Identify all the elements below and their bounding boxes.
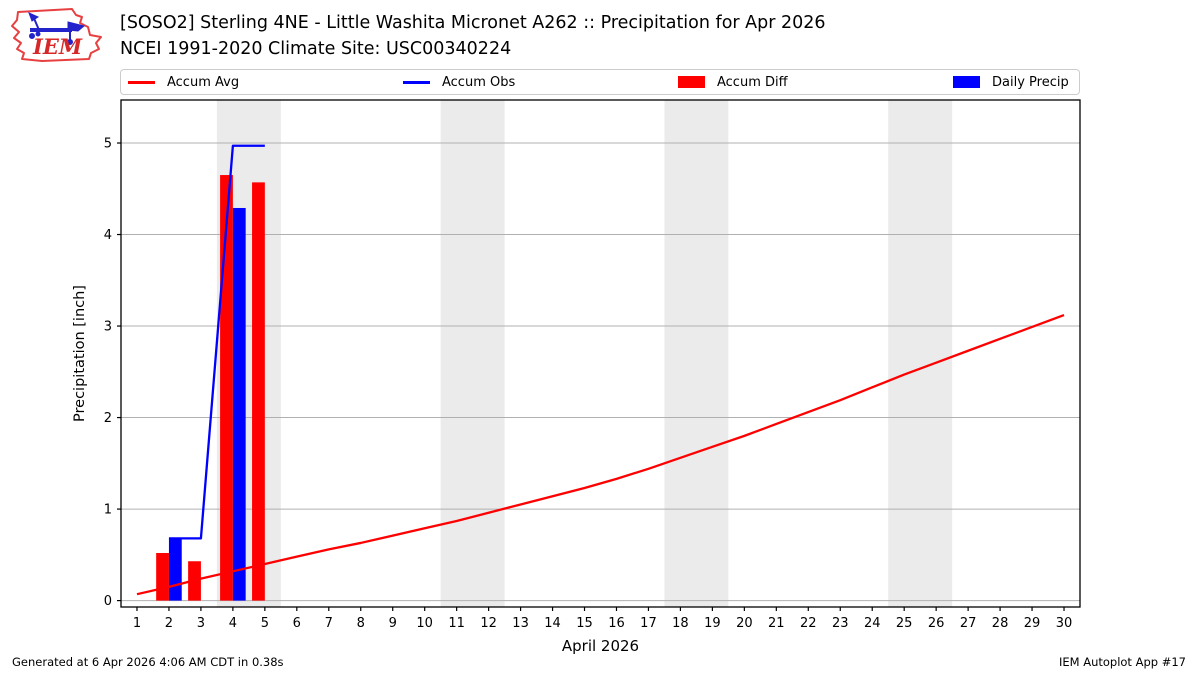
x-tick-label: 13	[512, 616, 529, 631]
generated-timestamp: Generated at 6 Apr 2026 4:06 AM CDT in 0…	[12, 655, 284, 669]
x-tick-label: 30	[1056, 616, 1073, 631]
daily-precip-bar	[168, 538, 182, 601]
x-tick-label: 22	[800, 616, 817, 631]
x-tick-label: 21	[768, 616, 785, 631]
accum-avg-line	[136, 313, 1065, 596]
y-tick-label: 1	[104, 503, 112, 518]
weekend-band	[888, 100, 953, 607]
x-tick-label: 10	[416, 616, 433, 631]
legend-item-daily-precip: Daily Precip	[953, 70, 1069, 94]
legend-label: Accum Diff	[717, 74, 788, 90]
x-tick-label: 7	[325, 616, 333, 631]
iem-logo: IEM	[11, 8, 102, 62]
x-axis-label: April 2026	[562, 637, 639, 655]
x-tick-label: 23	[832, 616, 849, 631]
accum-avg-line-swatch	[128, 80, 155, 84]
title-block: [SOSO2] Sterling 4NE - Little Washita Mi…	[120, 10, 1120, 62]
x-tick-label: 4	[229, 616, 237, 631]
weather-vane-icon	[28, 12, 86, 45]
x-tick-label: 14	[544, 616, 561, 631]
x-tick-label: 19	[704, 616, 721, 631]
accum-diff-bar	[220, 175, 233, 601]
x-tick-label: 2	[165, 616, 173, 631]
legend-label: Daily Precip	[992, 74, 1069, 90]
x-tick-label: 9	[389, 616, 397, 631]
accum-obs-line	[168, 144, 265, 540]
x-tick-label: 20	[736, 616, 753, 631]
x-tick-label: 28	[992, 616, 1009, 631]
x-tick-label: 29	[1024, 616, 1041, 631]
y-tick-label: 0	[104, 594, 112, 609]
legend-item-accum-avg: Accum Avg	[128, 70, 239, 94]
legend-label: Accum Obs	[442, 74, 516, 90]
accum-diff-bar	[252, 182, 265, 601]
legend-item-accum-diff: Accum Diff	[678, 70, 788, 94]
x-tick-label: 12	[480, 616, 497, 631]
y-tick-label: 3	[104, 320, 112, 335]
daily-precip-rect-swatch	[953, 76, 980, 88]
legend-label: Accum Avg	[167, 74, 240, 90]
x-tick-label: 3	[197, 616, 205, 631]
x-tick-label: 27	[960, 616, 977, 631]
x-tick-label: 6	[293, 616, 301, 631]
weekend-band	[440, 100, 505, 607]
x-tick-label: 1	[133, 616, 141, 631]
x-tick-label: 25	[896, 616, 913, 631]
plot-frame	[120, 99, 1081, 608]
x-tick-label: 26	[928, 616, 945, 631]
legend-item-accum-obs: Accum Obs	[403, 70, 515, 94]
y-tick-label: 4	[104, 228, 112, 243]
x-tick-label: 16	[608, 616, 625, 631]
x-tick-label: 8	[357, 616, 365, 631]
daily-precip-bar	[232, 207, 246, 601]
y-axis-label: Precipitation [inch]	[72, 285, 88, 422]
accum-diff-bar	[156, 553, 169, 601]
accum-obs-line-swatch	[403, 80, 430, 84]
app-credit: IEM Autoplot App #17	[1058, 655, 1186, 669]
weekend-band	[664, 100, 729, 607]
x-tick-label: 17	[640, 616, 657, 631]
x-tick-label: 24	[864, 616, 881, 631]
iowa-outline	[11, 8, 102, 62]
x-tick-label: 15	[576, 616, 593, 631]
y-tick-label: 2	[104, 411, 112, 426]
chart-title: [SOSO2] Sterling 4NE - Little Washita Mi…	[120, 13, 826, 33]
chart-legend: Accum Avg Accum Obs Accum Diff Daily Pre…	[120, 69, 1080, 95]
x-tick-label: 5	[261, 616, 269, 631]
logo-text: IEM	[32, 34, 83, 59]
x-tick-label: 18	[672, 616, 689, 631]
chart-subtitle: NCEI 1991-2020 Climate Site: USC00340224	[120, 39, 512, 59]
y-tick-label: 5	[104, 137, 112, 152]
x-tick-label: 11	[448, 616, 465, 631]
accum-diff-rect-swatch	[678, 76, 705, 88]
